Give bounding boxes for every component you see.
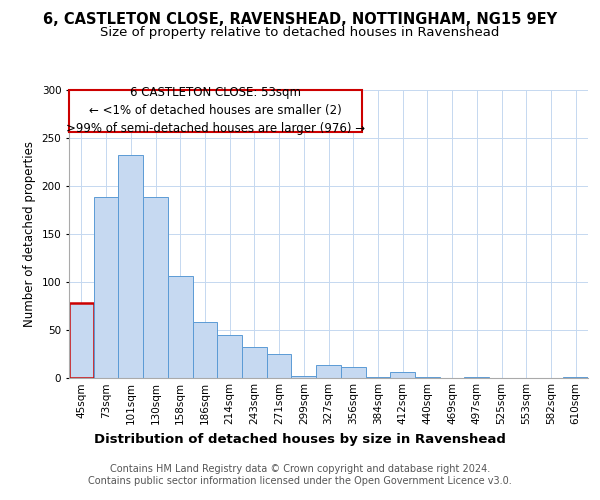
Bar	[217, 336, 242, 378]
Bar	[143, 198, 168, 378]
Bar	[242, 347, 267, 378]
Text: Contains HM Land Registry data © Crown copyright and database right 2024.: Contains HM Land Registry data © Crown c…	[110, 464, 490, 474]
Bar	[118, 155, 143, 378]
Bar	[415, 376, 440, 378]
Bar	[365, 376, 390, 378]
Bar	[316, 365, 341, 378]
Text: 6, CASTLETON CLOSE, RAVENSHEAD, NOTTINGHAM, NG15 9EY: 6, CASTLETON CLOSE, RAVENSHEAD, NOTTINGH…	[43, 12, 557, 28]
Text: 6 CASTLETON CLOSE: 53sqm
← <1% of detached houses are smaller (2)
>99% of semi-d: 6 CASTLETON CLOSE: 53sqm ← <1% of detach…	[66, 86, 365, 136]
Bar	[267, 354, 292, 378]
Bar	[193, 322, 217, 378]
Text: Contains public sector information licensed under the Open Government Licence v3: Contains public sector information licen…	[88, 476, 512, 486]
Bar	[464, 376, 489, 378]
Bar	[292, 376, 316, 378]
Bar	[390, 372, 415, 378]
Bar	[341, 367, 365, 378]
Text: Distribution of detached houses by size in Ravenshead: Distribution of detached houses by size …	[94, 432, 506, 446]
Bar	[94, 198, 118, 378]
Text: Size of property relative to detached houses in Ravenshead: Size of property relative to detached ho…	[100, 26, 500, 39]
Bar	[168, 276, 193, 378]
FancyBboxPatch shape	[69, 90, 362, 132]
Bar	[563, 376, 588, 378]
Bar	[69, 302, 94, 378]
Y-axis label: Number of detached properties: Number of detached properties	[23, 141, 36, 327]
